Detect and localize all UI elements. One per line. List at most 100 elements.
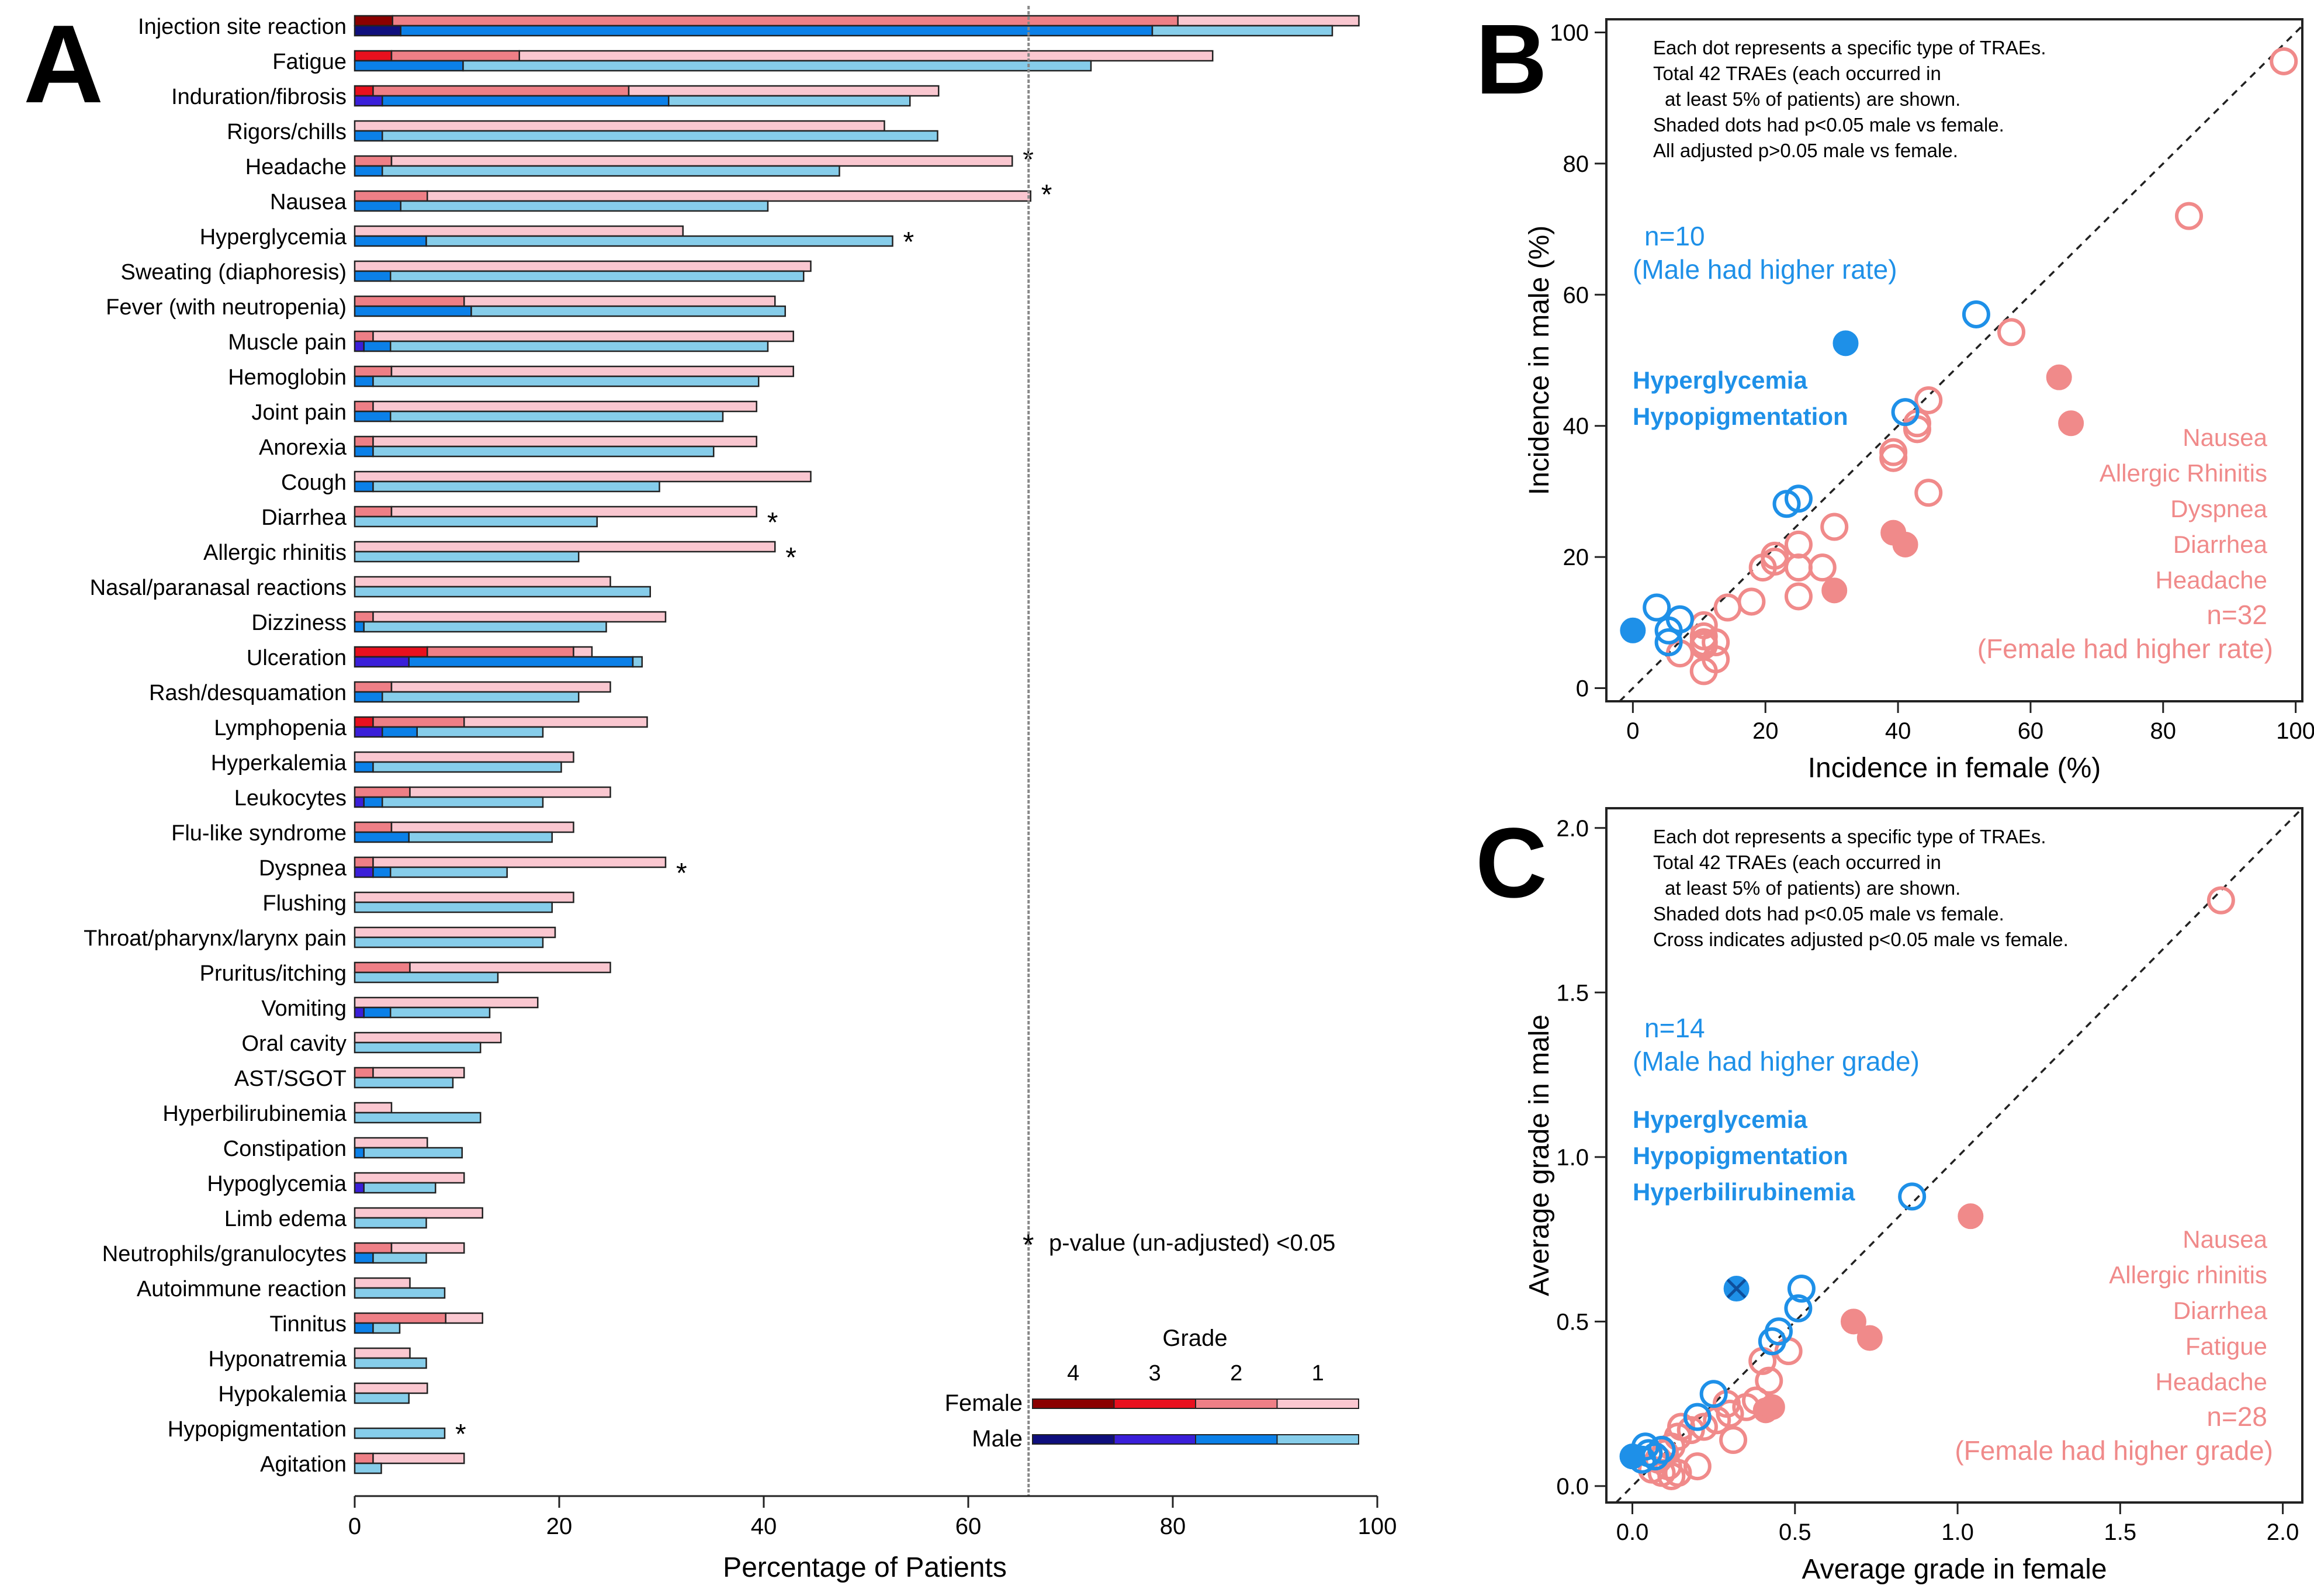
annotation-line-c-1: Total 42 TRAEs (each occurred in [1653, 851, 1941, 873]
legend-female-swatch-1 [1276, 1398, 1359, 1409]
point-b-female-10 [1914, 479, 1943, 507]
bar-female-grade1-rigors-chills [354, 120, 885, 132]
panel-a-bar-chart: Injection site reaction Fatigue Induration… [84, 6, 1397, 1583]
bar-female-grade2-joint-pain [354, 400, 374, 413]
bar-male-grade2-cough [354, 480, 374, 493]
x-tick-label-c-0.0: 0.0 [1616, 1519, 1649, 1545]
panel-a-x-axis-title: Percentage of Patients [723, 1552, 1007, 1583]
annotation-line-c-0: Each dot represents a specific type of T… [1653, 826, 2046, 847]
bar-female-grade1-lymphopenia [463, 716, 648, 728]
bar-male-grade1-oral-cavity [354, 1041, 481, 1054]
bar-male-grade2-ulceration [408, 656, 634, 668]
category-label-ast-sgot: AST/SGOT [234, 1067, 347, 1091]
bar-male-grade2-induration-fibrosis [382, 95, 670, 107]
point-b-female-14 [1784, 530, 1813, 559]
point-c-female-12 [1716, 1399, 1744, 1428]
male-count-c: n=14 [1644, 1013, 1705, 1043]
bar-female-grade2-ast-sgot [354, 1067, 374, 1079]
point-c-male-6 [1758, 1327, 1786, 1356]
bar-female-grade4-injection-site-reaction [354, 15, 393, 27]
bar-male-grade2-fever-with-neutropenia [354, 305, 472, 317]
annotation-line-b-3: Shaded dots had p<0.05 male vs female. [1653, 114, 2004, 136]
plot-frame-c [1605, 807, 2303, 1504]
category-label-dizziness: Dizziness [251, 611, 347, 635]
bar-female-grade1-anorexia [372, 435, 757, 448]
bar-male-grade1-neutrophils-granulocytes [372, 1252, 427, 1264]
category-label-lymphopenia: Lymphopenia [214, 716, 347, 740]
bar-male-grade1-throat-pharynx-larynx-pain [354, 936, 544, 948]
bar-male-grade2-muscle-pain [363, 340, 392, 352]
legend-grade-3: 3 [1149, 1361, 1161, 1386]
bar-female-grade1-pruritus-itching [409, 961, 611, 974]
bar-female-grade1-nasal-paranasal-reactions [354, 576, 611, 588]
female-name-c-headache: Headache [2156, 1368, 2267, 1396]
bar-male-grade1-lymphopenia [416, 726, 544, 738]
y-tick-label-b-60: 60 [1563, 282, 1589, 308]
male-caption-c: (Male had higher grade) [1633, 1046, 1920, 1076]
bar-female-grade1-constipation [354, 1137, 428, 1149]
bar-female-grade1-ast-sgot [372, 1067, 465, 1079]
bar-male-grade1-injection-site-reaction [1151, 25, 1333, 37]
bar-male-grade1-hyperglycemia [425, 235, 893, 247]
category-label-ulceration: Ulceration [247, 646, 347, 670]
category-label-hyperglycemia: Hyperglycemia [200, 225, 347, 250]
category-label-allergic-rhinitis: Allergic rhinitis [203, 541, 347, 565]
bar-female-grade1-joint-pain [372, 400, 757, 413]
x-tick-label-40: 40 [751, 1514, 777, 1539]
bar-male-grade2-lymphopenia [382, 726, 418, 738]
bar-male-grade1-flu-like-syndrome [408, 831, 553, 843]
category-label-fatigue: Fatigue [272, 50, 347, 74]
bar-male-grade1-autoimmune-reaction [354, 1287, 446, 1299]
bar-male-grade1-muscle-pain [390, 340, 769, 352]
significance-note-star: * [1023, 1228, 1034, 1261]
x-tick-label-c-2.0: 2.0 [2267, 1519, 2299, 1545]
category-label-agitation: Agitation [260, 1452, 347, 1477]
bar-male-grade1-hyperkalemia [372, 761, 562, 773]
point-c-female-25 [1719, 1426, 1748, 1455]
bar-male-grade1-hypokalemia [354, 1392, 410, 1404]
female-caption-c: (Female had higher grade) [1955, 1435, 2273, 1466]
bar-male-grade1-hemoglobin [372, 375, 760, 387]
female-name-c-fatigue: Fatigue [2185, 1332, 2267, 1360]
annotation-line-b-0: Each dot represents a specific type of T… [1653, 37, 2046, 58]
male-name-b-hypopigmentation: Hypopigmentation [1633, 403, 1848, 430]
point-b-female-0 [2270, 47, 2298, 75]
category-label-injection-site-reaction: Injection site reaction [138, 15, 347, 39]
category-label-flu-like-syndrome: Flu-like syndrome [171, 821, 347, 846]
x-tick-label-80: 80 [1160, 1514, 1186, 1539]
category-label-limb-edema: Limb edema [224, 1207, 347, 1231]
point-b-female-26 [1702, 628, 1730, 657]
y-tick-label-c-2.0: 2.0 [1556, 816, 1589, 842]
bar-female-grade2-fatigue [390, 50, 520, 62]
bar-male-grade2-dizziness [354, 621, 365, 633]
category-label-hyperkalemia: Hyperkalemia [211, 751, 347, 776]
bar-male-grade2-hemoglobin [354, 375, 374, 387]
bar-female-grade1-limb-edema [354, 1207, 483, 1219]
bar-male-grade2-tinnitus [354, 1322, 374, 1334]
point-c-female-2 [1840, 1308, 1866, 1335]
point-b-male-7 [1891, 398, 1920, 427]
bar-female-grade2-hemoglobin [354, 365, 393, 378]
annotation-line-c-4: Cross indicates adjusted p<0.05 male vs … [1653, 929, 2069, 950]
legend-female-swatch-3 [1113, 1398, 1196, 1409]
bar-male-grade2-leukocytes [363, 796, 383, 808]
legend-male-swatch-1 [1276, 1434, 1359, 1445]
category-label-cough: Cough [281, 470, 347, 495]
panel-a-x-axis: 0 20 40 60 80 100 [348, 1495, 1397, 1539]
bar-female-grade1-agitation [372, 1452, 465, 1465]
point-c-male-2 [1898, 1182, 1927, 1211]
category-label-hypokalemia: Hypokalemia [218, 1382, 347, 1407]
category-label-oral-cavity: Oral cavity [242, 1031, 347, 1056]
point-c-female-1 [1958, 1203, 1984, 1230]
point-b-female-9 [1879, 444, 1908, 472]
bar-female-grade2-leukocytes [354, 786, 411, 798]
y-tick-label-c-0.5: 0.5 [1556, 1309, 1589, 1335]
annotation-line-b-1: Total 42 TRAEs (each occurred in [1653, 63, 1941, 84]
point-b-female-4 [2058, 410, 2084, 437]
bar-male-grade1-nausea [400, 200, 769, 212]
category-label-constipation: Constipation [223, 1137, 347, 1161]
female-name-c-diarrhea: Diarrhea [2173, 1297, 2268, 1324]
y-tick-label-b-40: 40 [1563, 414, 1589, 439]
category-label-hypopigmentation: Hypopigmentation [168, 1417, 347, 1442]
y-tick-label-b-0: 0 [1576, 676, 1589, 702]
